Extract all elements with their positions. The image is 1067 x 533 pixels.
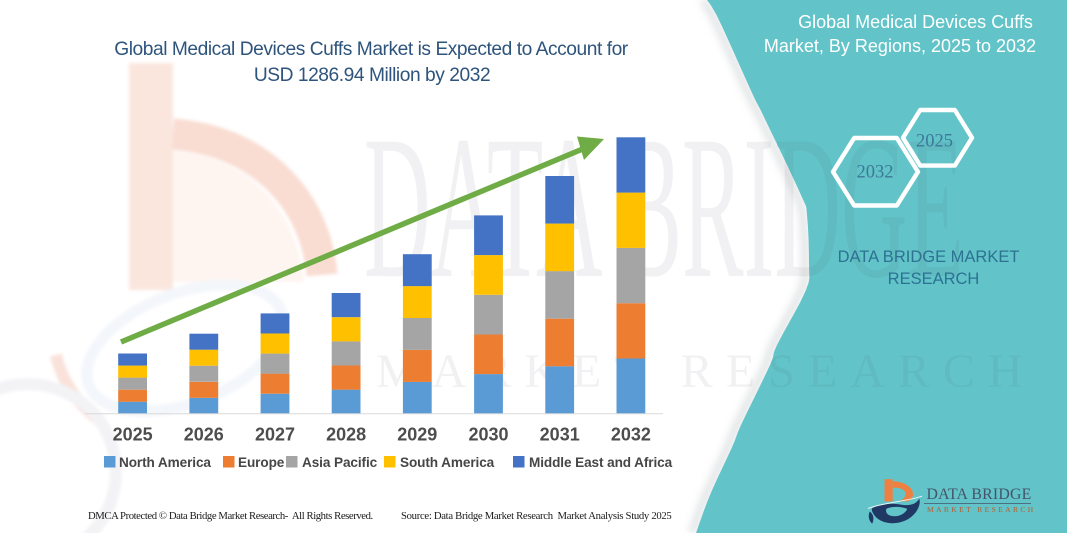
svg-text:2028: 2028 (326, 425, 366, 445)
svg-text:Asia Pacific: Asia Pacific (302, 455, 378, 470)
svg-text:Global Medical Devices Cuffs: Global Medical Devices Cuffs (798, 12, 1033, 32)
svg-text:2032: 2032 (611, 425, 651, 445)
svg-text:2030: 2030 (468, 425, 508, 445)
svg-text:USD 1286.94 Million by 2032: USD 1286.94 Million by 2032 (254, 65, 490, 86)
svg-text:DATA BRIDGE: DATA BRIDGE (927, 486, 1032, 503)
svg-text:Global Medical Devices Cuffs M: Global Medical Devices Cuffs Market is E… (114, 39, 629, 60)
svg-text:DATA BRIDGE MARKET: DATA BRIDGE MARKET (838, 248, 1020, 266)
svg-text:MARKET RESEARCH: MARKET RESEARCH (927, 505, 1036, 514)
svg-text:DMCA Protected © Data Bridge M: DMCA Protected © Data Bridge Market Rese… (88, 510, 373, 522)
svg-text:2029: 2029 (397, 425, 437, 445)
svg-text:South America: South America (400, 455, 495, 470)
svg-text:2032: 2032 (857, 163, 894, 183)
svg-text:Market, By Regions, 2025 to 20: Market, By Regions, 2025 to 2032 (764, 36, 1036, 56)
svg-text:Source: Data Bridge Market Res: Source: Data Bridge Market Research Mark… (401, 510, 671, 522)
svg-text:2027: 2027 (255, 425, 295, 445)
svg-text:2025: 2025 (113, 425, 153, 445)
svg-text:RESEARCH: RESEARCH (888, 270, 980, 288)
svg-text:2031: 2031 (540, 425, 580, 445)
svg-text:2025: 2025 (916, 131, 953, 151)
svg-text:North America: North America (119, 455, 211, 470)
svg-text:Middle East and Africa: Middle East and Africa (529, 455, 673, 470)
svg-text:2026: 2026 (184, 425, 224, 445)
svg-text:Europe: Europe (238, 455, 285, 470)
